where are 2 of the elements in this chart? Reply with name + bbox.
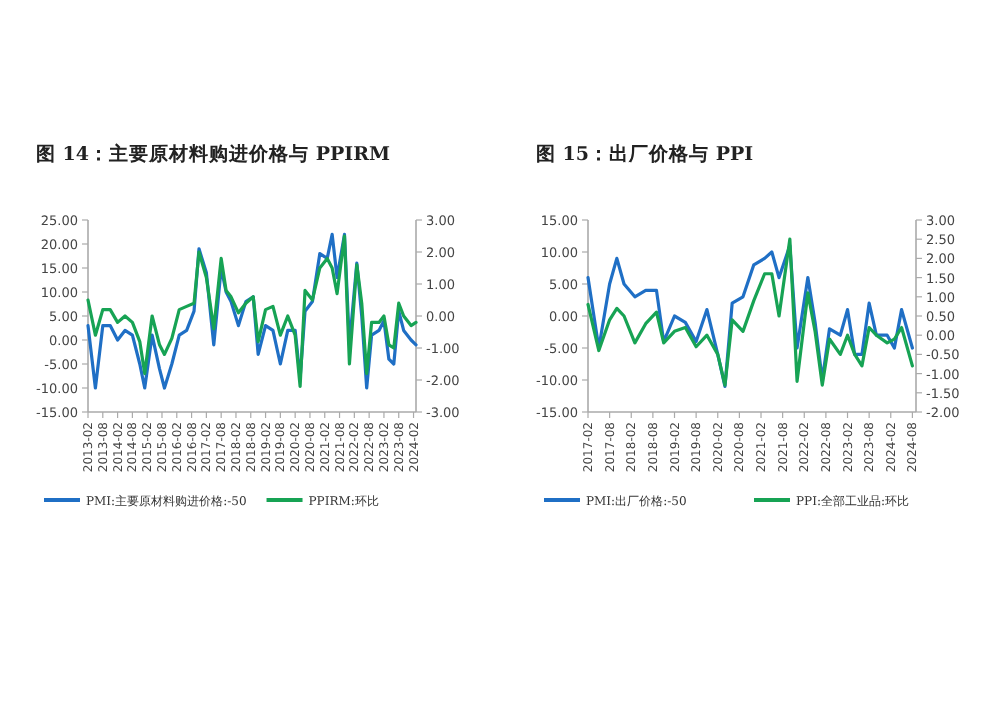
chart-title: 图 14：主要原材料购进价格与 PPIRM (36, 142, 391, 166)
chart-title: 图 15：出厂价格与 PPI (536, 142, 755, 166)
